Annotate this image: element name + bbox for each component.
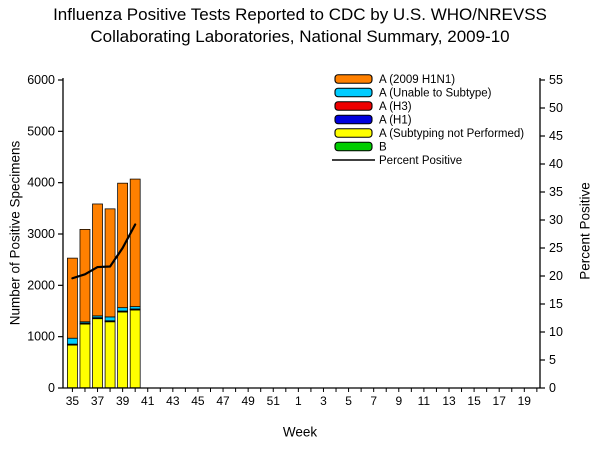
right-axis-tick-label: 35 [549, 185, 563, 199]
legend-label: A (H3) [379, 101, 412, 113]
bar-segment [104, 208, 116, 318]
bar-segment [117, 182, 128, 309]
x-axis-title: Week [282, 424, 318, 440]
x-axis-tick-label: 1 [295, 394, 302, 408]
stacked-bar-week-37 [92, 203, 103, 389]
left-axis-tick-label: 0 [48, 381, 55, 395]
right-axis-tick-label: 25 [549, 241, 563, 255]
right-axis-tick-label: 30 [549, 213, 563, 227]
chart-title: Influenza Positive Tests Reported to CDC… [0, 4, 600, 48]
stacked-bar-week-36 [79, 229, 91, 389]
left-axis-tick-label: 5000 [27, 124, 55, 138]
legend-label: A (Unable to Subtype) [379, 88, 492, 100]
bar-segment [117, 307, 128, 312]
legend-label: Percent Positive [379, 155, 462, 167]
left-axis-tick-label: 2000 [27, 278, 55, 292]
bar-segment [117, 311, 128, 389]
bar-segment [67, 257, 78, 339]
legend-label: A (Subtyping not Performed) [379, 128, 524, 140]
legend-item: B [334, 141, 387, 154]
legend-item: A (H3) [334, 101, 412, 113]
legend-label: A (2009 H1N1) [379, 74, 455, 86]
legend-item: Percent Positive [332, 155, 462, 167]
legend-label: B [379, 142, 387, 154]
x-axis-tick-label: 37 [91, 394, 105, 408]
legend-color-swatch [334, 101, 373, 111]
legend-color-swatch [334, 74, 373, 84]
bar-segment [104, 321, 116, 389]
x-axis-tick-label: 3 [320, 394, 327, 408]
legend-item: A (2009 H1N1) [334, 74, 455, 86]
bar-segment [79, 323, 91, 389]
left-axis-tick-label: 3000 [27, 227, 55, 241]
right-axis-tick-label: 40 [549, 157, 563, 171]
legend-color-swatch [334, 114, 373, 125]
bar-segment [67, 344, 78, 389]
bar-segment [104, 316, 116, 322]
legend-color-swatch [334, 141, 373, 152]
stacked-bar-week-40 [129, 178, 141, 389]
x-axis-tick-label: 17 [493, 394, 507, 408]
x-axis-tick-label: 19 [518, 394, 532, 408]
stacked-bar-week-38 [104, 208, 116, 389]
x-axis-tick-label: 15 [467, 394, 481, 408]
bar-segment [129, 309, 141, 389]
x-axis-tick-label: 43 [166, 394, 180, 408]
x-axis-tick-label: 11 [418, 394, 431, 408]
bar-segment [92, 203, 103, 317]
x-axis: 35 37 39 41 43 45 47 49 51 1 3 5 7 9 11 13 15 17 19 [63, 387, 540, 408]
right-axis-tick-label: 50 [549, 101, 563, 115]
bars-group [67, 178, 141, 389]
x-axis-tick-label: 41 [141, 394, 155, 408]
chart-title-line2: Collaborating Laboratories, National Sum… [90, 27, 510, 46]
percent-positive-line [71, 223, 137, 280]
right-axis-tick-label: 5 [549, 353, 556, 367]
left-y-axis: 0 1000 2000 3000 4000 5000 6000 [27, 73, 64, 395]
bar-segment [92, 318, 103, 389]
left-axis-tick-label: 1000 [27, 330, 55, 344]
bar-segment [67, 337, 78, 345]
right-axis-tick-label: 20 [549, 269, 563, 283]
x-axis-tick-label: 49 [241, 394, 255, 408]
legend-item: A (H1) [334, 114, 412, 127]
legend-color-swatch [334, 87, 373, 98]
x-axis-tick-label: 39 [116, 394, 130, 408]
legend-color-swatch [334, 128, 373, 138]
x-axis-tick-label: 9 [395, 394, 402, 408]
right-axis-tick-label: 55 [549, 73, 563, 87]
x-axis-tick-label: 51 [267, 394, 281, 408]
stacked-bar-week-39 [117, 182, 128, 389]
x-axis-tick-label: 47 [216, 394, 230, 408]
right-axis-tick-label: 45 [549, 129, 563, 143]
x-axis-tick-label: 35 [66, 394, 80, 408]
x-axis-tick-label: 45 [191, 394, 205, 408]
x-axis-tick-label: 5 [345, 394, 352, 408]
right-y-axis: 0 5 10 15 20 25 30 35 40 45 50 55 [539, 73, 563, 395]
left-axis-tick-label: 4000 [27, 176, 55, 190]
legend-item: A (Subtyping not Performed) [334, 128, 524, 140]
left-axis-tick-label: 6000 [27, 73, 55, 87]
legend-label: A (H1) [379, 115, 412, 127]
x-axis-tick-label: 7 [370, 394, 377, 408]
legend-item: A (Unable to Subtype) [334, 87, 492, 100]
right-axis-tick-label: 0 [549, 381, 556, 395]
right-axis-tick-label: 10 [549, 325, 563, 339]
x-axis-tick-label: 13 [442, 394, 456, 408]
right-axis-tick-label: 15 [549, 297, 563, 311]
legend: A (2009 H1N1) A (Unable to Subtype)A (H3)… [332, 74, 524, 167]
bar-segment [129, 178, 141, 308]
chart-title-line1: Influenza Positive Tests Reported to CDC… [53, 5, 547, 24]
